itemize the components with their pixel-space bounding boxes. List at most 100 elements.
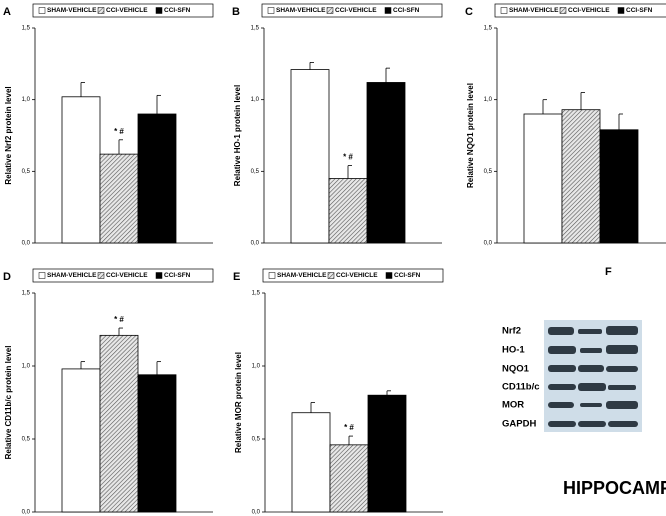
- blot-label: CD11b/c: [502, 382, 540, 393]
- legend-label: SHAM-VEHICLE: [47, 272, 97, 279]
- blot-title: HIPPOCAMPUS: [563, 478, 666, 498]
- bar: [61, 368, 101, 513]
- y-tick-label: 1,0: [252, 364, 261, 370]
- y-tick-label: 0,5: [252, 437, 261, 443]
- y-tick-label: 0,5: [22, 437, 31, 443]
- bar: [328, 178, 368, 244]
- y-axis-label: Relative CD11b/c protein level: [4, 346, 13, 460]
- bar: [523, 113, 563, 244]
- legend-label: CCI-SFN: [164, 272, 191, 279]
- panel-label: E: [233, 271, 240, 283]
- legend-swatch: [617, 7, 625, 14]
- bar: [366, 82, 406, 244]
- legend-swatch: [97, 272, 105, 279]
- blot-label: Nrf2: [502, 326, 521, 337]
- annotation: * #: [343, 153, 353, 162]
- y-axis-label: Relative NQO1 protein level: [466, 83, 475, 188]
- legend-label: SHAM-VEHICLE: [277, 272, 327, 279]
- chart-panel: C Relative NQO1 protein level 0,0 0,5 1,0 1,5…: [465, 3, 666, 247]
- y-tick-label: 1,0: [22, 364, 31, 370]
- legend-swatch: [38, 272, 46, 279]
- legend-swatch: [38, 7, 46, 14]
- panel-label: F: [605, 266, 612, 278]
- legend-label: CCI-SFN: [393, 7, 420, 14]
- legend-label: SHAM-VEHICLE: [276, 7, 326, 14]
- legend-swatch: [97, 7, 105, 14]
- bar: [137, 374, 177, 513]
- blot-image: [544, 320, 642, 432]
- legend-box: [32, 268, 214, 283]
- panel-label: D: [3, 271, 11, 283]
- y-tick-label: 0,5: [484, 169, 493, 175]
- legend-label: CCI-SFN: [626, 7, 653, 14]
- legend-swatch: [326, 7, 334, 14]
- y-axis-label: Relative HO-1 protein level: [233, 85, 242, 186]
- y-tick-label: 1,5: [484, 26, 493, 32]
- bar: [599, 129, 639, 244]
- y-tick-label: 0,0: [484, 241, 493, 247]
- legend-swatch: [155, 272, 163, 279]
- legend-swatch: [384, 7, 392, 14]
- y-tick-label: 1,0: [22, 97, 31, 103]
- legend-swatch: [268, 272, 276, 279]
- legend-label: CCI-VEHICLE: [106, 7, 148, 14]
- legend-label: CCI-SFN: [394, 272, 421, 279]
- legend-label: CCI-VEHICLE: [335, 7, 377, 14]
- legend-label: CCI-VEHICLE: [106, 272, 148, 279]
- y-tick-label: 1,5: [22, 26, 31, 32]
- y-tick-label: 1,5: [252, 291, 261, 297]
- legend-label: SHAM-VEHICLE: [509, 7, 559, 14]
- annotation: * #: [114, 315, 124, 324]
- legend-swatch: [385, 272, 393, 279]
- y-tick-label: 0,0: [252, 510, 261, 516]
- blot-label: MOR: [502, 400, 524, 411]
- legend-label: CCI-SFN: [164, 7, 191, 14]
- legend-swatch: [500, 7, 508, 14]
- legend-swatch: [327, 272, 335, 279]
- bar: [137, 113, 177, 244]
- y-tick-label: 0,0: [22, 241, 31, 247]
- y-tick-label: 0,5: [22, 169, 31, 175]
- y-axis-label: Relative MOR protein level: [234, 352, 243, 453]
- y-tick-label: 1,0: [484, 97, 493, 103]
- y-axis-label: Relative Nrf2 protein level: [4, 86, 13, 184]
- blot-label: GAPDH: [502, 419, 536, 430]
- y-tick-label: 1,5: [22, 291, 31, 297]
- blot-bands: [548, 326, 638, 427]
- panel-label: A: [3, 6, 11, 18]
- legend-box: [262, 268, 444, 283]
- blot-panel: F Nrf2 HO-1 NQO1 CD11b/c MOR GAPDH HIPPO…: [502, 266, 666, 498]
- y-tick-label: 0,0: [22, 510, 31, 516]
- panel-label: B: [232, 6, 240, 18]
- bar: [99, 153, 139, 244]
- legend-swatch: [267, 7, 275, 14]
- annotation: * #: [344, 423, 354, 432]
- legend-label: CCI-VEHICLE: [336, 272, 378, 279]
- chart-panel: B Relative HO-1 protein level 0,0 0,5 1,0 1,5…: [232, 3, 443, 247]
- blot-label: NQO1: [502, 364, 530, 375]
- bar: [561, 109, 601, 244]
- legend-swatch: [559, 7, 567, 14]
- legend-box: [261, 3, 443, 18]
- bar: [61, 96, 101, 244]
- panel-label: C: [465, 6, 473, 18]
- chart-panel: E Relative MOR protein level 0,0 0,5 1,0 1,5 S…: [233, 268, 444, 516]
- y-tick-label: 0,0: [251, 241, 260, 247]
- legend-label: SHAM-VEHICLE: [47, 7, 97, 14]
- chart-panel: A Relative Nrf2 protein level 0,0 0,5 1,0 1,5…: [3, 3, 214, 247]
- bar: [99, 334, 139, 513]
- bar: [291, 412, 331, 513]
- bar: [367, 394, 407, 513]
- y-tick-label: 0,5: [251, 169, 260, 175]
- blot-label: HO-1: [502, 345, 525, 356]
- legend-label: CCI-VEHICLE: [568, 7, 610, 14]
- legend-box: [32, 3, 214, 18]
- y-tick-label: 1,0: [251, 97, 260, 103]
- annotation: * #: [114, 127, 124, 136]
- legend-swatch: [155, 7, 163, 14]
- bar: [329, 444, 369, 513]
- bar: [290, 69, 330, 244]
- y-tick-label: 1,5: [251, 26, 260, 32]
- chart-panel: D Relative CD11b/c protein level 0,0 0,5 1,0…: [3, 268, 214, 516]
